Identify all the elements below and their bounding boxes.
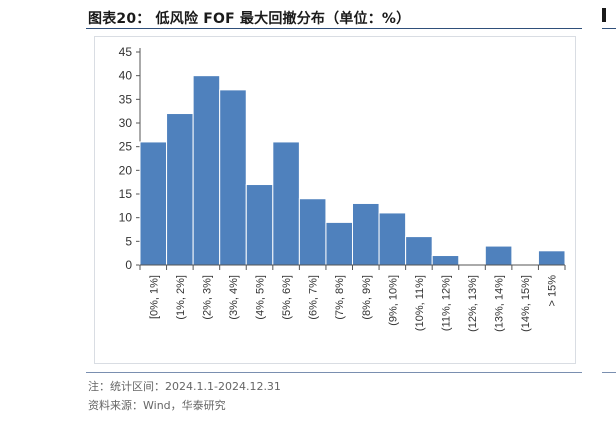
bar	[484, 245, 513, 266]
bar	[378, 212, 407, 266]
bar	[139, 141, 168, 266]
bar	[405, 236, 433, 266]
x-tick-label: (8%, 9%]	[361, 275, 373, 320]
x-tick-label: (11%, 12%]	[440, 275, 452, 331]
bar	[298, 198, 327, 266]
y-tick-label: 10	[119, 211, 133, 225]
x-tick-label: (10%, 11%]	[414, 275, 426, 331]
x-tick-label: (13%, 14%]	[494, 275, 506, 332]
x-axis: [0%, 1%] (1%, 2%] (2%, 3%] (3%, 4%] (4%, 5%]…	[139, 264, 566, 332]
x-tick-label: (5%, 6%]	[281, 275, 293, 320]
bar	[245, 184, 274, 266]
y-tick-label: 5	[125, 234, 132, 248]
y-tick-label: 15	[119, 187, 133, 201]
bar	[325, 221, 353, 266]
chart-frame	[94, 36, 576, 364]
statistics-period-note: 注：统计区间：2024.1.1-2024.12.31	[88, 380, 281, 393]
y-tick-label: 20	[119, 163, 133, 177]
x-tick-label: (6%, 7%]	[308, 275, 320, 320]
x-tick-label: (9%, 10%]	[387, 275, 399, 326]
adjacent-column-rule-bottom	[602, 372, 616, 373]
x-tick-label: (3%, 4%]	[228, 275, 240, 320]
y-tick-label: 45	[119, 45, 133, 59]
notes-rule	[86, 372, 582, 373]
title-rule	[86, 28, 582, 29]
x-tick-label: (1%, 2%]	[175, 275, 187, 320]
x-tick-label: (7%, 8%]	[334, 275, 346, 320]
y-axis: 0 5 10 15 20 25 30 35 40 45	[119, 45, 141, 272]
x-tick-label: [0%, 1%]	[148, 275, 160, 319]
x-tick-label: > 15%	[547, 275, 559, 307]
data-source-note: 资料来源：Wind，华泰研究	[88, 399, 226, 412]
y-tick-label: 30	[119, 116, 133, 130]
x-tick-label: (4%, 5%]	[255, 275, 267, 320]
bar	[537, 250, 566, 266]
bar	[352, 202, 380, 266]
bar-series	[139, 75, 566, 266]
bar	[192, 75, 221, 266]
y-tick-label: 25	[119, 140, 133, 154]
bar	[219, 89, 247, 266]
x-tick-label: (14%, 15%]	[520, 275, 532, 332]
y-tick-label: 35	[119, 92, 133, 106]
y-tick-label: 40	[119, 69, 133, 83]
x-tick-label: (12%, 13%]	[467, 275, 479, 332]
adjacent-column-edge	[602, 8, 606, 22]
bar	[166, 113, 194, 266]
y-tick-label: 0	[125, 258, 132, 272]
bar	[431, 255, 460, 266]
adjacent-column-rule	[602, 28, 616, 29]
figure-title: 图表20： 低风险 FOF 最大回撤分布（单位：%）	[88, 11, 411, 27]
x-tick-label: (2%, 3%]	[201, 275, 213, 320]
bar	[272, 141, 300, 266]
